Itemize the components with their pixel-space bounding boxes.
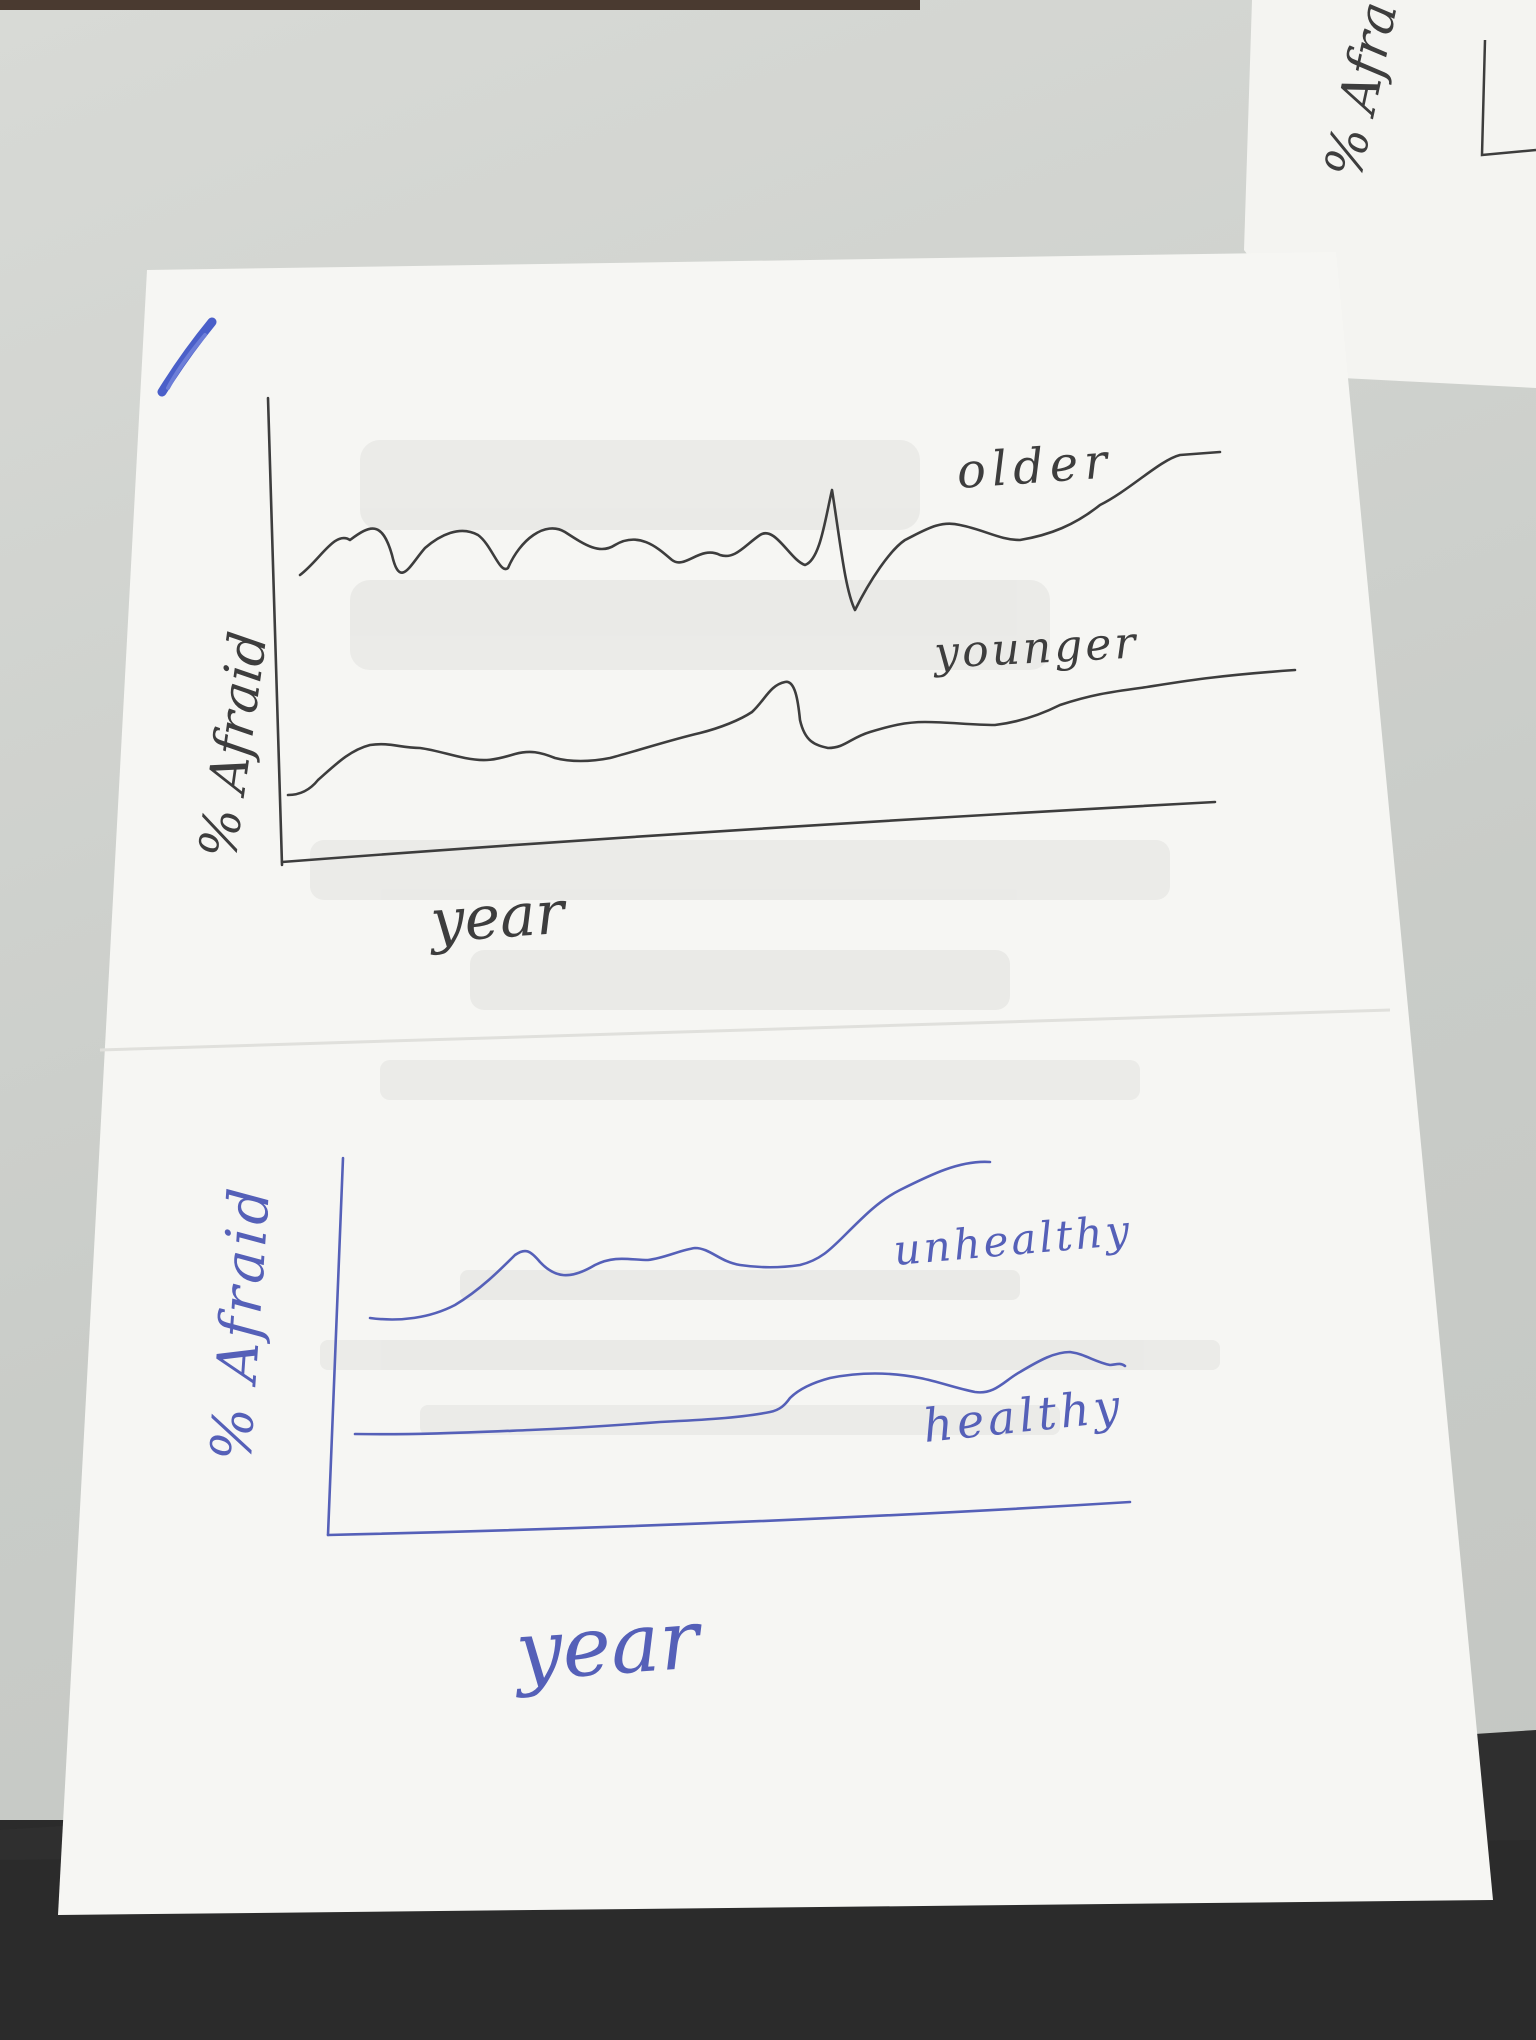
desk-top-edge bbox=[0, 0, 920, 10]
top-chart-x-axis bbox=[280, 800, 1217, 864]
top-chart-older-line bbox=[298, 450, 1222, 612]
bottom-chart-unhealthy-line bbox=[368, 1160, 992, 1321]
bottom-chart-healthy-line bbox=[353, 1350, 1127, 1436]
top-chart-xlabel: year bbox=[425, 878, 570, 958]
bottom-chart-x-axis bbox=[326, 1500, 1132, 1537]
top-chart-label-younger: younger bbox=[931, 617, 1140, 679]
top-chart-younger-line bbox=[286, 668, 1297, 797]
bottom-chart-xlabel: year bbox=[509, 1592, 707, 1700]
bottom-chart-y-axis bbox=[326, 1156, 345, 1537]
bottom-chart bbox=[326, 1156, 1132, 1537]
top-chart bbox=[266, 396, 1297, 867]
corner-sheet-axis bbox=[1480, 39, 1536, 157]
top-chart-label-older: older bbox=[955, 433, 1115, 500]
fold-line bbox=[99, 1008, 1391, 1052]
top-chart-y-axis bbox=[266, 396, 284, 867]
main-sheet bbox=[58, 252, 1493, 1915]
